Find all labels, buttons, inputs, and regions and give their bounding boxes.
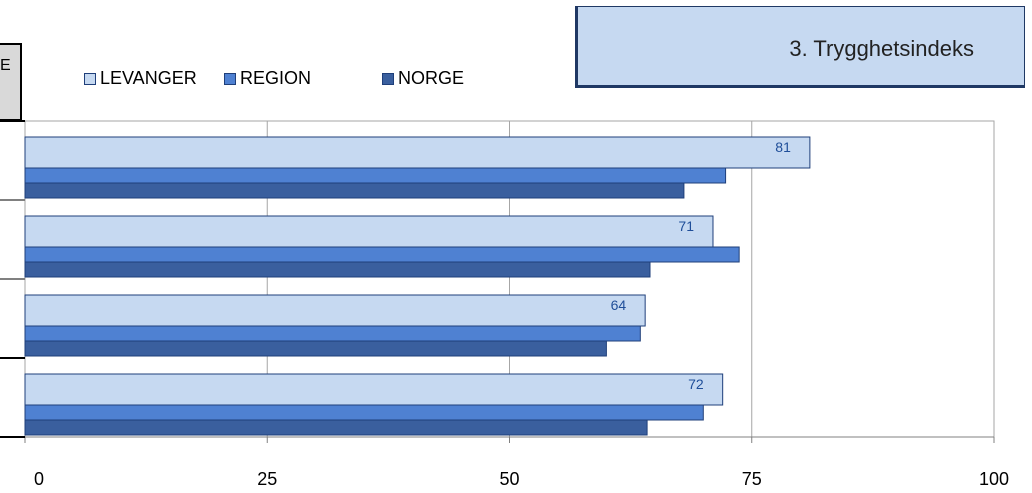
data-label: 72: [688, 376, 704, 392]
bar-region: [24, 325, 641, 342]
bar-region: [24, 404, 704, 421]
bar-levanger: [24, 373, 724, 406]
legend-item-region: REGION: [224, 68, 311, 89]
bar-norge: [24, 340, 607, 357]
x-tick-label: 50: [499, 469, 519, 489]
bar-region: [24, 167, 727, 184]
left-tab-text: E: [0, 57, 11, 74]
legend-label-norge: NORGE: [398, 68, 465, 88]
legend-item-norge: NORGE: [382, 68, 464, 89]
legend-swatch-region: [224, 72, 236, 85]
bar-norge: [24, 419, 648, 436]
x-tick-label: 100: [979, 469, 1009, 489]
data-label: 81: [775, 139, 791, 155]
data-label: 64: [611, 297, 627, 313]
chart-title: 3. Trygghetsindeks: [789, 36, 974, 61]
legend-label-levanger: LEVANGER: [100, 68, 197, 88]
bar-norge: [24, 261, 651, 278]
x-tick-label: 75: [742, 469, 762, 489]
bar-levanger: [24, 294, 646, 327]
legend-swatch-levanger: [84, 72, 96, 85]
legend-swatch-norge: [382, 72, 394, 85]
legend-item-levanger: LEVANGER: [84, 68, 197, 89]
x-tick-label: 25: [257, 469, 277, 489]
x-tick-label: 0: [34, 469, 44, 489]
bar-norge: [24, 182, 685, 199]
bar-levanger: [24, 215, 714, 248]
legend-label-region: REGION: [240, 68, 312, 88]
bar-levanger: [24, 136, 811, 169]
chart-title-box: 3. Trygghetsindeks: [575, 6, 1025, 88]
data-label: 71: [678, 218, 694, 234]
bar-region: [24, 246, 740, 263]
